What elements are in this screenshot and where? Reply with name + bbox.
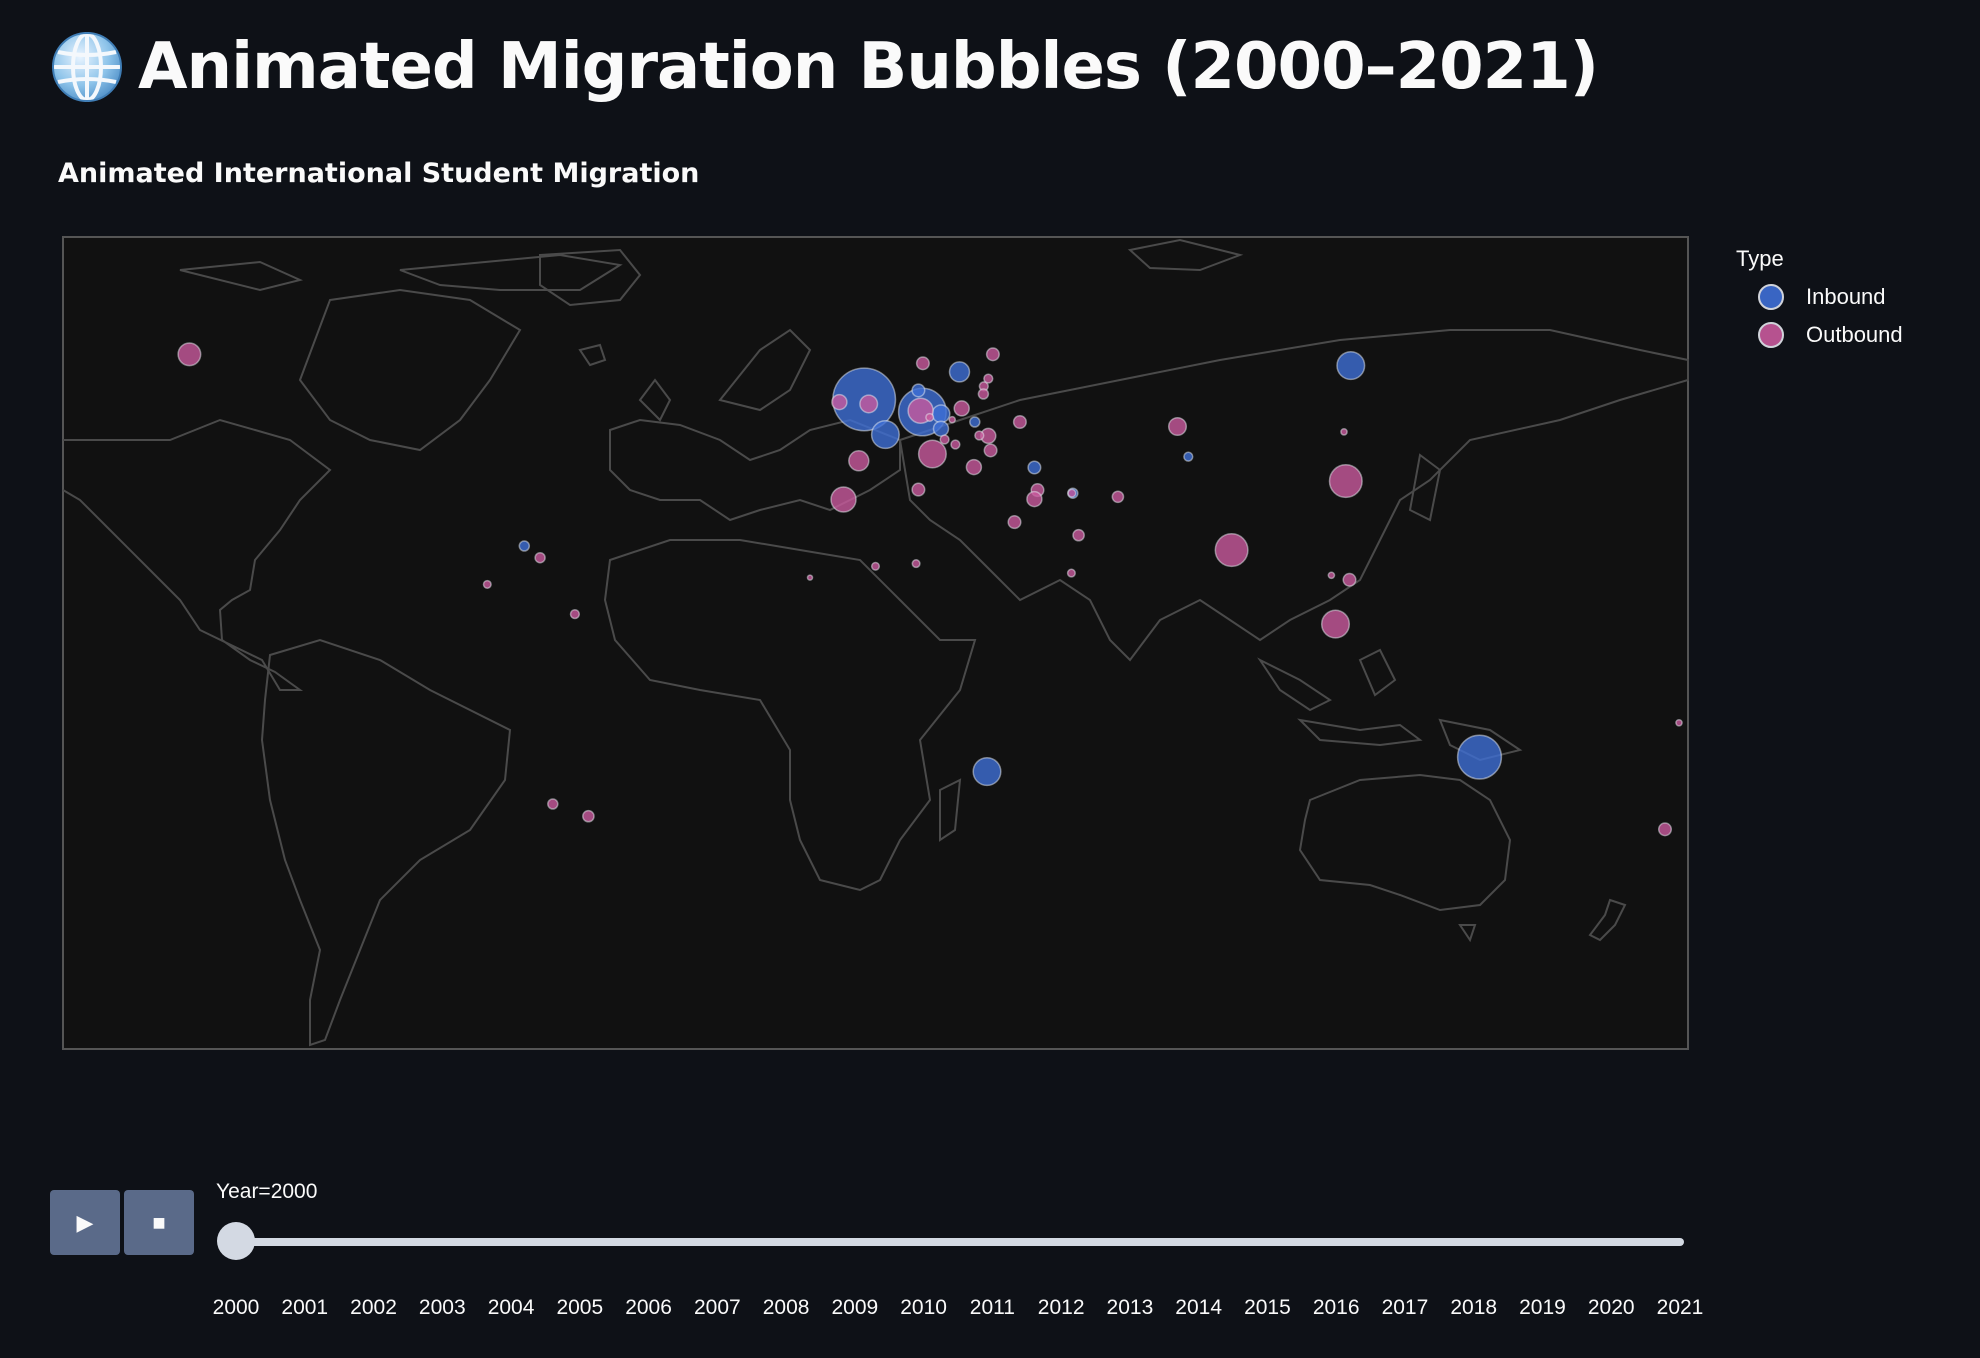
inbound-bubble[interactable] [1456,734,1503,780]
year-slider-label: Year=2000 [216,1180,318,1203]
outbound-bubble[interactable] [939,434,950,445]
inbound-bubble[interactable] [969,416,981,428]
stop-button[interactable]: ■ [124,1190,194,1255]
chart-title: Animated International Student Migration [58,158,700,189]
legend-swatch-inbound [1758,284,1784,310]
year-slider-track[interactable] [234,1238,1684,1246]
outbound-bubble[interactable] [953,400,970,417]
outbound-bubble[interactable] [848,450,870,472]
outbound-bubble[interactable] [1328,464,1363,499]
year-tick[interactable]: 2021 [1656,1296,1704,1319]
inbound-bubble[interactable] [518,540,531,552]
outbound-bubble[interactable] [950,439,961,450]
outbound-bubble[interactable] [177,342,202,367]
outbound-bubble[interactable] [948,415,957,424]
legend-item-inbound[interactable]: Inbound [1736,278,1903,316]
outbound-bubble[interactable] [534,551,546,564]
outbound-bubble[interactable] [1320,609,1351,639]
year-tick[interactable]: 2009 [831,1296,879,1319]
outbound-bubble[interactable] [806,574,814,581]
outbound-bubble[interactable] [831,393,848,411]
year-tick[interactable]: 2007 [693,1296,741,1319]
play-icon: ▶ [76,1209,94,1235]
outbound-bubble[interactable] [977,388,990,400]
year-tick[interactable]: 2019 [1519,1296,1566,1319]
outbound-bubble[interactable] [1340,428,1348,436]
year-tick[interactable]: 2013 [1106,1296,1154,1319]
outbound-bubble[interactable] [859,394,879,414]
outbound-bubble[interactable] [1026,490,1043,508]
outbound-bubble[interactable] [917,439,947,469]
outbound-bubble[interactable] [1072,528,1085,542]
outbound-bubble[interactable] [870,561,881,571]
outbound-bubble[interactable] [983,443,998,458]
year-tick[interactable]: 2017 [1381,1296,1429,1319]
year-tick[interactable]: 2006 [625,1296,672,1319]
year-tick[interactable]: 2004 [487,1296,535,1319]
outbound-bubble[interactable] [1012,414,1027,430]
year-tick[interactable]: 2020 [1587,1296,1635,1319]
outbound-bubble[interactable] [1327,571,1336,580]
outbound-bubble[interactable] [915,356,930,371]
inbound-bubble[interactable] [948,361,971,383]
outbound-bubble[interactable] [1167,416,1188,437]
outbound-bubble[interactable] [1657,822,1673,837]
year-tick[interactable]: 2000 [212,1296,260,1319]
inbound-bubble[interactable] [931,404,951,424]
bubble-layer [177,342,1683,837]
year-tick[interactable]: 2018 [1450,1296,1498,1319]
year-tick[interactable]: 2011 [969,1296,1015,1319]
outbound-bubble[interactable] [965,458,983,476]
page-title: Animated Migration Bubbles (2000–2021) [50,22,1599,112]
legend: Type Inbound Outbound [1736,246,1903,354]
play-button[interactable]: ▶ [50,1190,120,1255]
outbound-bubble[interactable] [569,608,581,620]
country-outlines [62,238,1689,1047]
inbound-bubble[interactable] [1336,351,1366,381]
outbound-bubble[interactable] [482,579,492,589]
legend-title: Type [1736,246,1784,271]
inbound-bubble[interactable] [972,757,1002,787]
legend-label-outbound: Outbound [1806,322,1903,347]
outbound-bubble[interactable] [582,809,595,823]
page-title-text: Animated Migration Bubbles (2000–2021) [138,30,1599,104]
year-tick[interactable]: 2003 [418,1296,466,1319]
outbound-bubble[interactable] [983,373,994,384]
year-tick[interactable]: 2010 [900,1296,947,1319]
stop-icon: ■ [152,1209,166,1235]
inbound-bubble[interactable] [1027,460,1042,475]
inbound-bubble[interactable] [870,420,900,450]
year-tick[interactable]: 2016 [1312,1296,1360,1319]
legend-swatch-outbound [1758,322,1784,348]
inbound-bubble[interactable] [1183,451,1194,462]
outbound-bubble[interactable] [830,486,857,513]
year-tick[interactable]: 2015 [1244,1296,1291,1319]
year-tick[interactable]: 2001 [281,1296,329,1319]
inbound-bubble[interactable] [932,420,950,437]
year-tick[interactable]: 2014 [1175,1296,1223,1319]
globe-icon [52,32,122,102]
year-tick[interactable]: 2012 [1037,1296,1085,1319]
outbound-bubble[interactable] [985,347,1000,362]
outbound-bubble[interactable] [1342,572,1357,587]
outbound-bubble[interactable] [547,798,559,810]
outbound-bubble[interactable] [1066,568,1076,578]
outbound-bubble[interactable] [1111,490,1125,504]
outbound-bubble[interactable] [974,430,985,441]
outbound-bubble[interactable] [911,482,926,497]
outbound-bubble[interactable] [1675,718,1683,727]
outbound-bubble[interactable] [911,559,921,569]
year-tick[interactable]: 2002 [350,1296,397,1319]
year-slider-handle[interactable] [217,1222,255,1260]
year-tick[interactable]: 2005 [556,1296,604,1319]
inbound-bubble[interactable] [911,383,926,398]
legend-item-outbound[interactable]: Outbound [1736,316,1903,354]
outbound-bubble[interactable] [1007,515,1022,530]
legend-label-inbound: Inbound [1806,284,1886,309]
year-tick[interactable]: 2008 [762,1296,810,1319]
outbound-bubble[interactable] [1067,488,1077,498]
outbound-bubble[interactable] [1214,533,1249,568]
outbound-bubble[interactable] [925,412,935,422]
